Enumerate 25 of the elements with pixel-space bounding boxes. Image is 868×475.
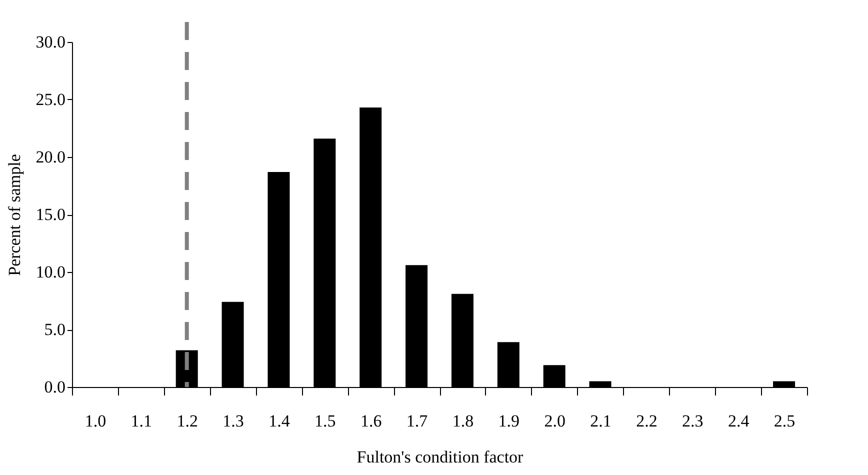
x-tick-label: 2.4 — [728, 412, 750, 430]
x-tick-label: 2.1 — [590, 412, 612, 430]
x-tick-label: 2.3 — [682, 412, 704, 430]
y-tick-label: 10.0 — [36, 262, 66, 282]
x-tick-label: 1.6 — [360, 412, 382, 430]
y-tick-label: 5.0 — [44, 320, 66, 339]
x-tick-label: 1.7 — [406, 412, 428, 430]
y-tick-label: 30.0 — [36, 32, 66, 52]
y-tick-label: 20.0 — [36, 148, 66, 166]
x-tick-label: 1.5 — [314, 412, 336, 430]
x-tick-label: 1.9 — [498, 412, 520, 430]
x-tick-label: 1.1 — [130, 412, 152, 430]
x-tick-label: 1.0 — [84, 412, 106, 430]
x-tick-label: 2.5 — [774, 412, 796, 430]
x-tick-label: 1.3 — [222, 412, 244, 430]
y-tick-label: 0.0 — [44, 378, 66, 396]
y-tick-label: 15.0 — [36, 205, 66, 224]
y-tick-label: 25.0 — [36, 90, 66, 109]
x-tick-label: 2.0 — [544, 412, 566, 430]
x-tick-label: 1.2 — [176, 412, 198, 430]
x-tick-label: 1.4 — [268, 412, 290, 430]
y-axis-title: Percent of sample — [4, 154, 24, 276]
x-tick-label: 2.2 — [636, 412, 658, 430]
x-axis-title: Fulton's condition factor — [356, 448, 524, 466]
x-tick-label: 1.8 — [452, 412, 474, 430]
